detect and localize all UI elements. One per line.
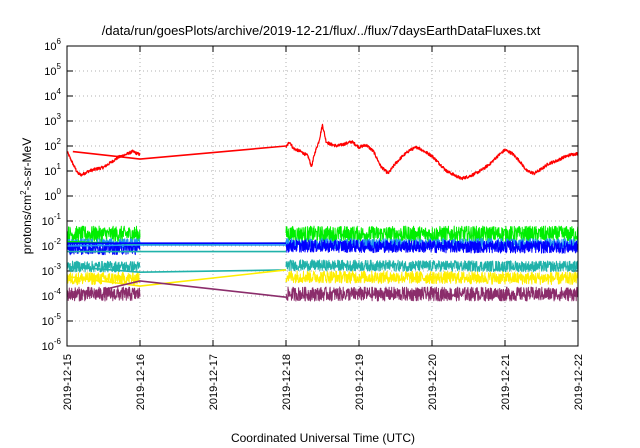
y-tick-exponent: 1 <box>57 162 62 171</box>
gap-connector-line <box>66 244 286 247</box>
y-tick-labels: 10-610-510-410-310-210-11001011021031041… <box>42 37 62 353</box>
y-tick-label: 10-3 <box>42 262 62 278</box>
y-axis-label-part: 2 <box>19 190 28 195</box>
x-tick-label: 2019-12-19 <box>354 354 366 410</box>
y-tick-exponent: -2 <box>54 237 62 246</box>
x-tick-label: 2019-12-15 <box>62 354 74 410</box>
y-tick-base: 10 <box>42 316 54 328</box>
y-tick-base: 10 <box>42 216 54 228</box>
y-tick-base: 10 <box>44 191 56 203</box>
y-tick-base: 10 <box>42 266 54 278</box>
x-tick-label: 2019-12-20 <box>427 354 439 410</box>
y-tick-exponent: 3 <box>57 112 62 121</box>
series-line <box>66 286 579 302</box>
y-tick-label: 100 <box>44 187 61 203</box>
y-tick-label: 10-6 <box>42 337 62 353</box>
y-tick-exponent: 6 <box>57 37 62 46</box>
gap-connectors <box>66 145 287 298</box>
y-tick-base: 10 <box>42 291 54 303</box>
y-tick-exponent: 0 <box>57 187 62 196</box>
gap-connector-line <box>72 145 287 160</box>
y-tick-label: 102 <box>44 137 61 153</box>
series-line <box>66 123 579 181</box>
y-tick-label: 105 <box>44 62 61 78</box>
y-tick-base: 10 <box>44 141 56 153</box>
series-group <box>66 123 579 302</box>
y-tick-label: 10-5 <box>42 312 62 328</box>
y-tick-exponent: -5 <box>54 312 62 321</box>
y-tick-exponent: 2 <box>57 137 62 146</box>
y-tick-label: 103 <box>44 112 61 128</box>
y-tick-base: 10 <box>44 166 56 178</box>
y-tick-exponent: -4 <box>54 287 62 296</box>
y-tick-label: 106 <box>44 37 61 53</box>
x-tick-label: 2019-12-16 <box>135 354 147 410</box>
x-tick-label: 2019-12-17 <box>208 354 220 410</box>
y-tick-base: 10 <box>42 341 54 353</box>
plot-frame <box>66 45 579 347</box>
x-tick-label: 2019-12-22 <box>573 354 585 410</box>
series-line <box>66 259 579 273</box>
y-tick-exponent: -1 <box>54 212 62 221</box>
x-tick-label: 2019-12-18 <box>281 354 293 410</box>
y-tick-base: 10 <box>42 241 54 253</box>
gap-connector-line <box>66 265 287 273</box>
y-axis-label-part: -s-sr-MeV <box>20 138 34 191</box>
y-tick-exponent: -6 <box>54 337 62 346</box>
y-tick-exponent: 5 <box>57 62 62 71</box>
y-tick-exponent: -3 <box>54 262 62 271</box>
series-line <box>66 239 579 256</box>
y-tick-label: 104 <box>44 87 61 103</box>
y-axis-label-part: protons/cm <box>20 195 34 254</box>
y-tick-base: 10 <box>44 91 56 103</box>
y-axis-label: protons/cm2-s-sr-MeV <box>19 138 34 254</box>
x-tick-label: 2019-12-21 <box>500 354 512 410</box>
y-tick-label: 101 <box>44 162 61 178</box>
series-line <box>66 270 579 286</box>
y-tick-base: 10 <box>44 66 56 78</box>
y-tick-base: 10 <box>44 116 56 128</box>
y-tick-base: 10 <box>44 41 56 53</box>
y-tick-label: 10-1 <box>42 212 62 228</box>
x-tick-labels: 2019-12-15 2019-12-16 2019-12-17 2019-12-18… <box>62 354 585 410</box>
y-tick-label: 10-2 <box>42 237 62 253</box>
gap-connector-line <box>66 269 287 287</box>
x-axis-label: Coordinated Universal Time (UTC) <box>231 431 415 445</box>
y-tick-exponent: 4 <box>57 87 62 96</box>
y-tick-label: 10-4 <box>42 287 62 303</box>
gap-connector-line <box>103 280 287 298</box>
chart-title: /data/run/goesPlots/archive/2019-12-21/f… <box>102 23 541 38</box>
